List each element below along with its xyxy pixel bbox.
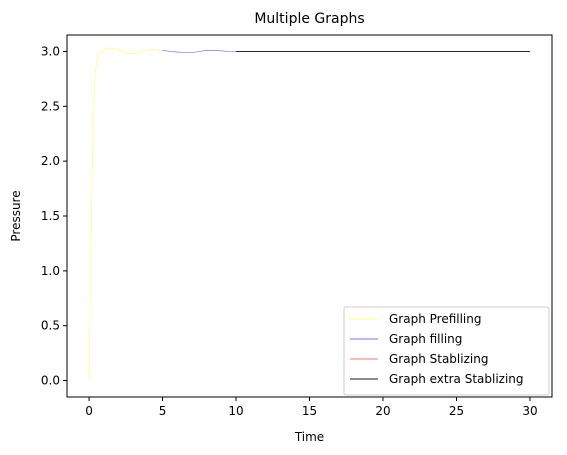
series-layer [88,47,530,381]
legend-label-2: Graph filling [389,332,462,346]
legend-box [343,306,550,396]
y-tick-label: 3.0 [41,44,60,58]
x-axis: 0 5 10 15 20 25 30 [85,397,538,418]
x-tick-label: 25 [449,404,464,418]
x-axis-title: Time [294,430,324,444]
series-line-2 [162,50,237,53]
y-tick-label: 0.0 [41,374,60,388]
legend-label-4: Graph extra Stablizing [389,372,524,386]
y-tick-label: 0.5 [41,319,60,333]
y-tick-label: 2.0 [41,154,60,168]
chart-title: Multiple Graphs [254,11,364,27]
x-tick-label: 10 [228,404,243,418]
y-axis-title: Pressure [9,190,23,241]
series-line-1 [88,47,163,381]
y-tick-label: 2.5 [41,99,60,113]
legend-label-1: Graph Prefilling [389,312,481,326]
legend: Graph Prefilling Graph filling Graph Stabl… [343,306,550,396]
y-tick-label: 1.0 [41,264,60,278]
x-tick-label: 15 [302,404,317,418]
x-tick-label: 5 [159,404,167,418]
legend-label-3: Graph Stablizing [389,352,488,366]
x-tick-label: 0 [85,404,93,418]
y-tick-label: 1.5 [41,209,60,223]
y-axis: 0.0 0.5 1.0 1.5 2.0 2.5 3.0 [41,44,67,388]
x-tick-label: 30 [522,404,537,418]
x-tick-label: 20 [375,404,390,418]
